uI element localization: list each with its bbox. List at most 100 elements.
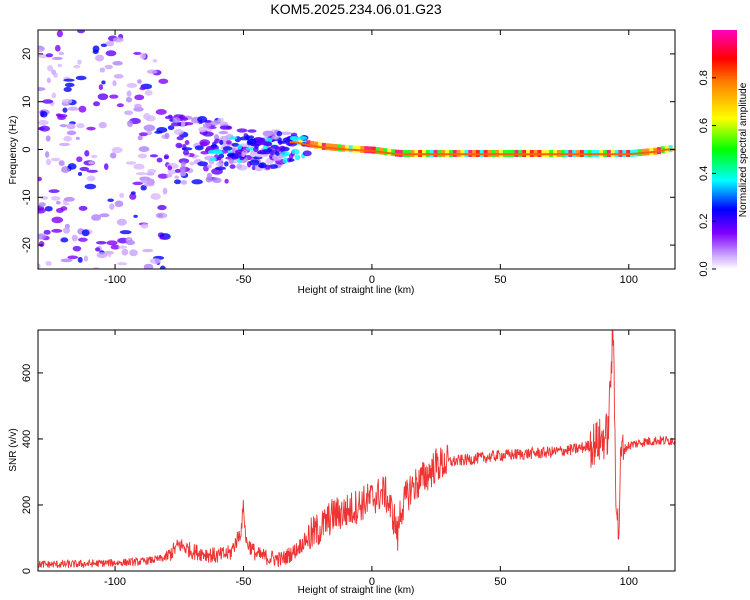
heat-cell — [57, 63, 63, 68]
spectral-ridge-line — [289, 141, 675, 156]
heat-cell — [111, 146, 123, 154]
heat-cell — [211, 120, 220, 126]
heat-cell — [288, 158, 295, 162]
heat-cell — [100, 43, 108, 47]
y-tick-label: 0 — [21, 568, 33, 574]
spectrogram-xlabel: Height of straight line (km) — [298, 285, 415, 296]
heat-cell — [42, 99, 54, 104]
heat-cell — [282, 157, 288, 164]
heat-cell — [126, 83, 138, 88]
heat-cell — [294, 138, 299, 146]
heat-cell — [72, 245, 82, 252]
heat-cell — [217, 117, 224, 123]
heat-cell — [116, 103, 124, 108]
heat-cell — [112, 80, 117, 87]
heat-cell — [387, 148, 392, 156]
heat-cell — [130, 191, 136, 195]
colorbar: 0.0 0.2 0.4 0.6 0.8 Normalized spectral ampl… — [698, 30, 749, 277]
heat-cell — [182, 149, 190, 156]
heat-cell — [212, 177, 222, 184]
heat-cell — [297, 136, 308, 141]
heat-cell — [228, 157, 235, 165]
heat-cell — [50, 157, 61, 162]
heat-cell — [150, 193, 161, 200]
heat-cell — [146, 130, 152, 136]
heat-cell — [237, 144, 242, 150]
heat-cell — [184, 139, 190, 146]
heat-cell — [197, 115, 208, 123]
heat-cell — [209, 157, 217, 162]
heat-cell — [38, 241, 45, 247]
heat-cell — [140, 184, 147, 191]
x-tick-label: 0 — [369, 274, 375, 286]
y-tick-label: 200 — [21, 496, 33, 514]
heat-cell — [144, 89, 153, 96]
heat-cell — [270, 144, 279, 149]
heat-cell — [227, 152, 236, 158]
heat-cell — [329, 143, 334, 151]
heat-cell — [166, 173, 173, 178]
heat-cell — [97, 93, 109, 101]
heat-cell — [143, 263, 154, 269]
heat-cell — [219, 125, 232, 130]
heat-cell — [224, 161, 229, 167]
y-tick-label: 20 — [21, 48, 33, 60]
heat-cell — [181, 147, 193, 151]
heat-cell — [134, 103, 142, 109]
colorbar-tick-label: 0.0 — [698, 261, 710, 276]
snr-frame — [37, 329, 676, 572]
heat-cell — [302, 150, 312, 157]
heat-cell — [78, 205, 88, 211]
heat-cell — [56, 30, 63, 38]
heat-cell — [219, 139, 224, 146]
heat-cell — [306, 140, 311, 148]
heat-cell — [75, 75, 87, 81]
snr-xlabel: Height of straight line (km) — [298, 585, 415, 596]
heat-cell — [139, 86, 146, 91]
heat-cell — [77, 59, 82, 65]
heat-cell — [109, 203, 115, 210]
heat-cell — [91, 214, 102, 221]
chart-title: KOM5.2025.234.06.01.G23 — [270, 1, 441, 17]
heat-cell — [275, 151, 280, 156]
heat-cell — [277, 140, 288, 144]
heat-cell — [93, 101, 101, 107]
heat-cell — [181, 120, 186, 128]
heat-cell — [95, 241, 107, 245]
heat-cell — [66, 130, 77, 136]
heat-cell — [90, 154, 98, 159]
heat-cell — [58, 142, 71, 147]
heat-cell — [38, 87, 46, 91]
heat-cell — [257, 149, 267, 155]
heat-cell — [197, 161, 209, 167]
heat-cell — [61, 98, 73, 104]
heat-cell — [179, 165, 186, 173]
heat-cell — [76, 156, 83, 163]
heat-cell — [262, 130, 274, 137]
heat-cell — [133, 163, 145, 170]
heat-cell — [180, 179, 188, 185]
heat-cell — [127, 120, 134, 128]
heat-cell — [60, 166, 70, 173]
y-tick-label: 0 — [21, 146, 33, 152]
heat-cell — [152, 59, 158, 63]
heat-cell — [51, 92, 57, 99]
heat-cell — [58, 160, 65, 167]
colorbar-tick-label: 0.4 — [698, 166, 710, 181]
heat-cell — [38, 263, 41, 269]
x-tick-label: 100 — [620, 274, 638, 286]
heat-cell — [96, 252, 108, 259]
heat-cell — [157, 204, 167, 211]
heat-cell — [250, 150, 255, 158]
heat-cell — [45, 53, 54, 58]
heat-cell — [164, 115, 174, 120]
heat-cell — [107, 252, 112, 258]
heat-cell — [280, 151, 290, 157]
heat-cell — [138, 132, 148, 137]
heat-cell — [371, 146, 376, 154]
heat-cell — [77, 172, 83, 176]
snr-x-ticks: -100 -50 0 50 100 — [104, 330, 638, 588]
heat-cell — [132, 181, 144, 186]
heat-cell — [159, 265, 166, 269]
